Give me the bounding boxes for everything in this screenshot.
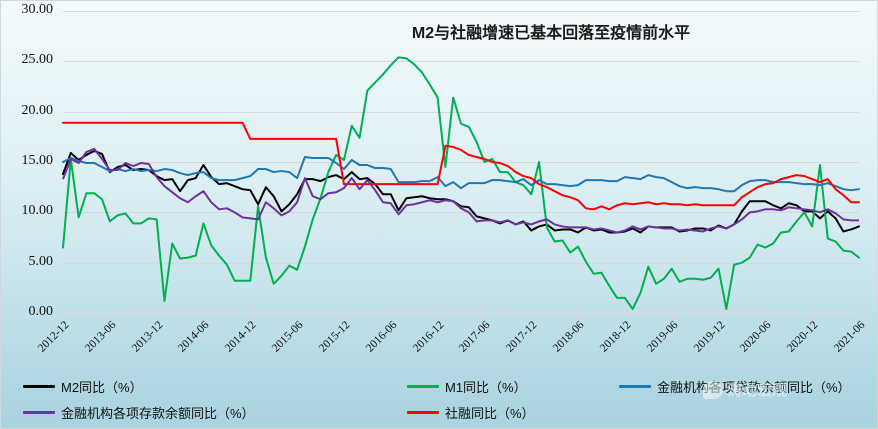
y-axis-label: 10.00 [21,203,54,219]
legend-item[interactable]: M1同比（%） [407,377,527,396]
series-lines [62,56,860,310]
x-axis-tick [343,313,345,319]
legend-label: 金融机构各项存款余额同比（%） [61,406,255,421]
legend-item[interactable]: 金融机构各项贷款余额同比（%） [619,377,851,396]
y-axis-label: 15.00 [21,153,54,168]
x-axis-tick [109,313,111,319]
legend-swatch-icon [23,385,55,388]
y-axis-label: 20.00 [21,102,54,118]
x-axis-tick [765,313,767,319]
x-axis-tick [859,313,860,319]
x-axis-tick [578,313,580,319]
y-axis-label: 5.00 [28,253,54,269]
y-axis-label: 0.00 [28,304,54,319]
chart-legend: M2同比（%） M1同比（%） 金融机构各项贷款余额同比（%） 金融机构各项存款余额同… [1,377,878,427]
legend-label: 社融同比（%） [445,406,535,421]
x-axis-tick [671,313,673,319]
series-line [62,155,860,193]
legend-swatch-icon [407,411,439,414]
x-axis-tick [63,313,64,319]
x-axis-tick [203,313,205,319]
y-axis-label: 30.00 [21,2,54,17]
legend-swatch-icon [407,385,439,388]
x-axis-tick [250,313,252,319]
legend-swatch-icon [23,411,55,414]
x-axis-line [63,313,859,314]
legend-item[interactable]: 社融同比（%） [407,403,535,422]
plot-area [62,11,860,313]
legend-item[interactable]: 金融机构各项存款余额同比（%） [23,403,255,422]
legend-label: 金融机构各项贷款余额同比（%） [657,380,851,395]
gridline [63,61,859,63]
x-axis-tick [624,313,626,319]
legend-label: M1同比（%） [445,380,527,395]
gridline [63,11,859,12]
gridline [63,212,859,214]
x-axis-tick [812,313,814,319]
legend-label: M2同比（%） [61,380,143,395]
gridline [63,162,859,163]
y-axis-label: 25.00 [21,52,54,68]
chart-title: M2与社融增速已基本回落至疫情前水平 [411,25,691,42]
x-axis-tick [437,313,439,319]
series-line [62,56,860,310]
gridline [63,262,859,264]
x-axis-tick [531,313,533,319]
x-axis-tick [297,313,299,319]
x-axis-tick [156,313,158,319]
x-axis-tick [390,313,392,319]
series-line [62,147,859,234]
legend-swatch-icon [619,385,651,388]
series-line [62,121,860,211]
x-axis-tick [718,313,720,319]
x-axis-tick [484,313,486,319]
legend-item[interactable]: M2同比（%） [23,377,143,396]
gridline [63,111,859,113]
